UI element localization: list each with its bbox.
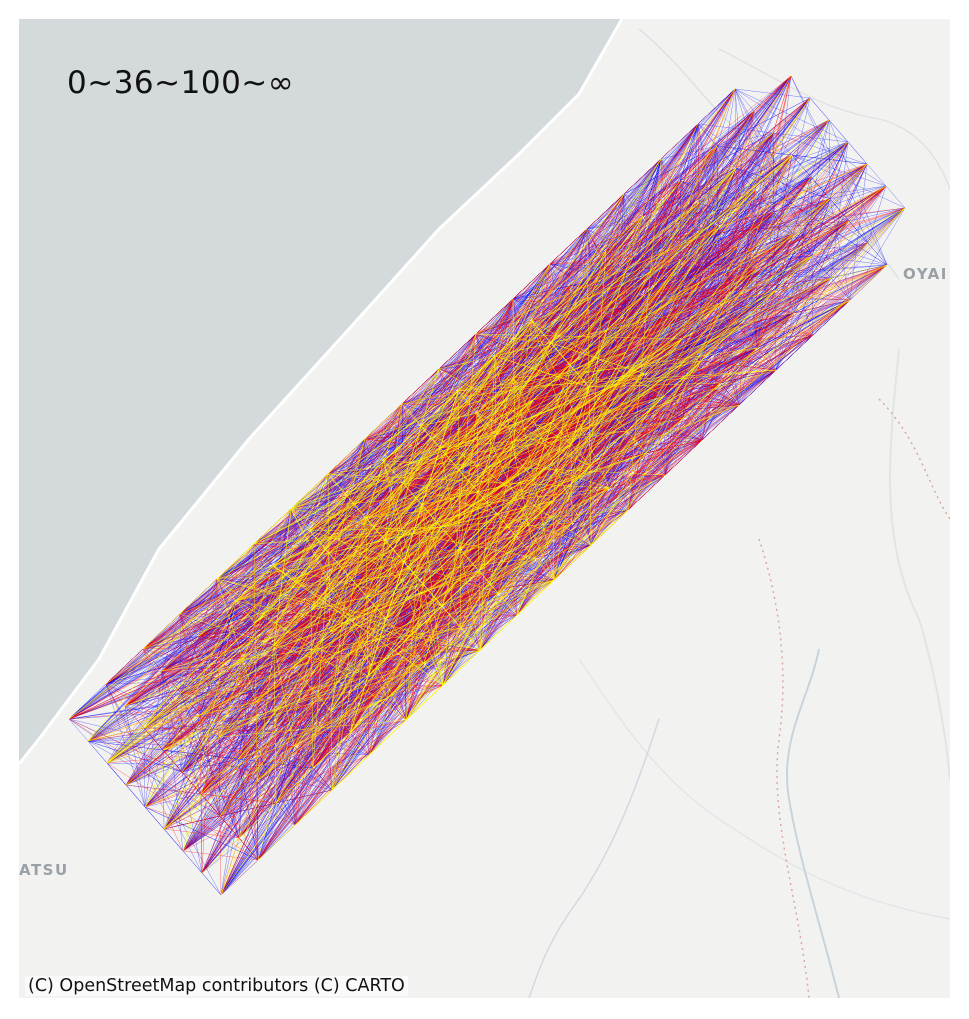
road-line <box>578 658 950 920</box>
flow-map-svg <box>19 19 950 998</box>
river-line <box>786 648 840 998</box>
map-canvas[interactable]: 0~36~100~∞ OYAI ATSU (C) OpenStreetMap c… <box>19 19 950 998</box>
road-line <box>638 28 900 280</box>
river-line <box>528 718 660 998</box>
map-attribution: (C) OpenStreetMap contributors (C) CARTO <box>25 976 408 996</box>
prefecture-border <box>878 398 950 520</box>
road-line <box>718 48 950 190</box>
road-line <box>889 348 950 780</box>
legend-title: 0~36~100~∞ <box>67 65 295 101</box>
coastline <box>19 19 624 765</box>
place-label-oyabe: OYAI <box>903 265 948 283</box>
place-label-komatsu: ATSU <box>19 861 69 879</box>
flow-lines-high <box>68 75 906 896</box>
sea-area <box>19 19 622 764</box>
